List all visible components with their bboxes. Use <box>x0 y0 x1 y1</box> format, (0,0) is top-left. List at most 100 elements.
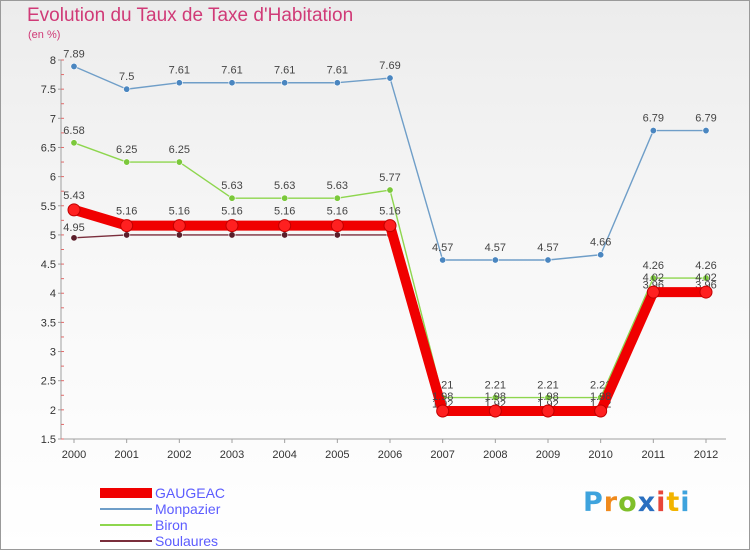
y-tick-label: 1.5 <box>41 434 56 446</box>
data-label-gaugeac: 5.16 <box>116 206 137 218</box>
x-tick-label: 2007 <box>430 449 454 461</box>
legend-swatch-biron <box>100 524 152 526</box>
y-tick-label: 5 <box>50 230 56 242</box>
legend-label-biron: Biron <box>155 517 188 533</box>
data-point-monpazier <box>333 79 341 87</box>
data-point-biron <box>281 194 289 202</box>
data-point-gaugeac <box>120 219 134 233</box>
logo-letter: i <box>656 487 667 518</box>
data-point-monpazier <box>228 79 236 87</box>
data-label-gaugeac: 4.02 <box>643 272 664 284</box>
data-point-biron <box>70 139 78 147</box>
x-tick-label: 2008 <box>483 449 507 461</box>
y-tick-label: 8 <box>50 55 56 67</box>
proxiti-logo: Proxiti <box>583 487 691 518</box>
data-label-biron: 2.21 <box>537 380 558 392</box>
chart-subtitle: (en %) <box>28 29 61 41</box>
data-point-gaugeac <box>436 404 450 418</box>
data-label-biron: 5.63 <box>327 180 348 192</box>
y-tick-label: 6 <box>50 172 56 184</box>
data-point-biron <box>544 394 552 402</box>
data-point-monpazier <box>175 79 183 87</box>
x-tick-label: 2010 <box>588 449 612 461</box>
data-label-gaugeac: 1.98 <box>432 391 453 403</box>
legend-item-soulaures: Soulaures <box>100 533 300 550</box>
data-point-gaugeac <box>699 285 713 299</box>
data-point-soulaures <box>333 231 341 239</box>
x-tick-label: 2006 <box>378 449 402 461</box>
x-tick-label: 2004 <box>272 449 296 461</box>
legend-label-gaugeac: GAUGEAC <box>155 485 226 501</box>
data-point-monpazier <box>597 251 605 259</box>
y-tick-label: 7.5 <box>41 84 56 96</box>
data-point-gaugeac <box>225 219 239 233</box>
data-point-biron <box>386 186 394 194</box>
data-point-biron <box>702 274 710 282</box>
data-label-monpazier: 4.57 <box>485 242 506 254</box>
data-point-monpazier <box>123 85 131 93</box>
data-point-soulaures <box>70 234 78 242</box>
legend-item-monpazier: Monpazier <box>100 501 300 518</box>
y-tick-label: 3.5 <box>41 317 56 329</box>
data-point-monpazier <box>702 127 710 135</box>
x-tick-label: 2003 <box>220 449 244 461</box>
y-tick-label: 3 <box>50 347 56 359</box>
x-tick-label: 2012 <box>694 449 718 461</box>
data-label-monpazier: 6.79 <box>695 113 716 125</box>
chart-title: Evolution du Taux de Taxe d'Habitation <box>27 5 354 26</box>
data-point-biron <box>175 158 183 166</box>
data-label-gaugeac: 5.16 <box>274 206 295 218</box>
logo-letter: P <box>583 487 604 518</box>
data-point-biron <box>123 158 131 166</box>
data-point-biron <box>228 194 236 202</box>
data-label-monpazier: 4.57 <box>537 242 558 254</box>
x-tick-label: 2005 <box>325 449 349 461</box>
data-label-monpazier: 7.61 <box>169 65 190 77</box>
data-label-gaugeac: 5.16 <box>221 206 242 218</box>
y-tick-label: 6.5 <box>41 142 56 154</box>
data-point-soulaures <box>123 231 131 239</box>
y-tick-label: 7 <box>50 113 56 125</box>
data-point-gaugeac <box>172 219 186 233</box>
data-point-monpazier <box>491 256 499 264</box>
data-label-biron: 2.21 <box>485 380 506 392</box>
legend-swatch-soulaures <box>100 540 152 542</box>
data-point-biron <box>333 194 341 202</box>
x-tick-label: 2001 <box>114 449 138 461</box>
y-tick-label: 2.5 <box>41 376 56 388</box>
data-point-biron <box>491 394 499 402</box>
data-point-biron <box>649 274 657 282</box>
data-point-gaugeac <box>646 285 660 299</box>
data-label-monpazier: 4.66 <box>590 237 611 249</box>
x-tick-label: 2000 <box>62 449 86 461</box>
data-point-gaugeac <box>67 203 81 217</box>
data-point-monpazier <box>439 256 447 264</box>
logo-letter: x <box>637 487 657 518</box>
data-point-monpazier <box>544 256 552 264</box>
data-label-gaugeac: 4.02 <box>695 272 716 284</box>
data-label-monpazier: 7.61 <box>221 65 242 77</box>
data-point-soulaures <box>281 231 289 239</box>
data-point-gaugeac <box>330 219 344 233</box>
logo-letter: r <box>603 487 619 518</box>
x-tick-label: 2002 <box>167 449 191 461</box>
data-label-biron: 4.26 <box>695 260 716 272</box>
data-label-monpazier: 7.89 <box>63 48 84 60</box>
logo-letter: i <box>680 487 691 518</box>
data-label-gaugeac: 5.16 <box>327 206 348 218</box>
data-point-monpazier <box>386 74 394 82</box>
x-tick-label: 2009 <box>536 449 560 461</box>
data-point-monpazier <box>70 62 78 70</box>
data-label-monpazier: 7.69 <box>379 60 400 72</box>
data-label-soulaures: 4.95 <box>63 222 84 234</box>
data-point-gaugeac <box>594 404 608 418</box>
y-tick-label: 4 <box>50 288 56 300</box>
data-label-monpazier: 7.5 <box>119 71 134 83</box>
data-label-biron: 6.25 <box>169 144 190 156</box>
data-label-gaugeac: 5.16 <box>379 206 400 218</box>
x-tick-label: 2011 <box>642 449 666 461</box>
y-tick-label: 5.5 <box>41 201 56 213</box>
data-label-biron: 4.26 <box>643 260 664 272</box>
data-label-monpazier: 4.57 <box>432 242 453 254</box>
